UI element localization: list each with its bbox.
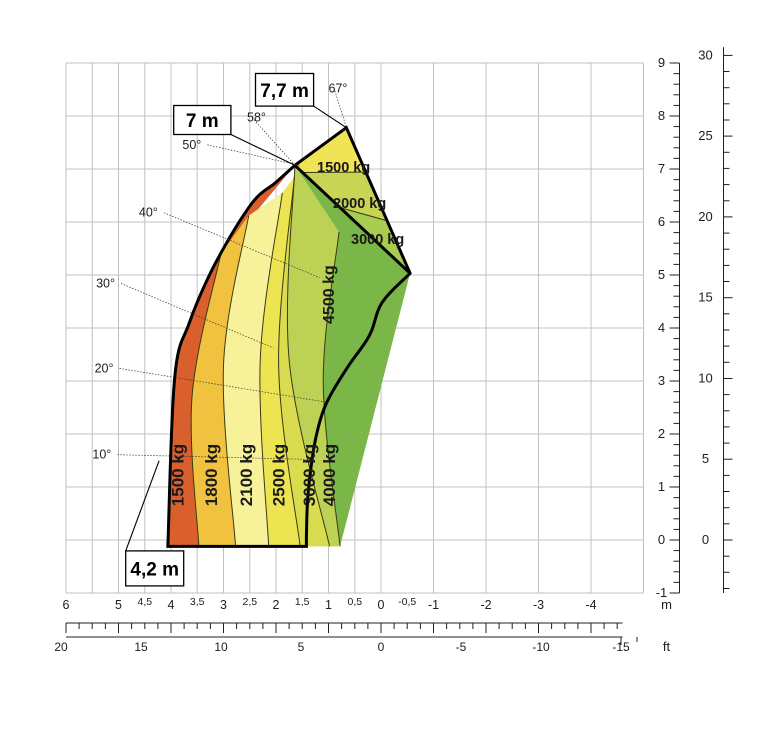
svg-text:7: 7 — [658, 161, 665, 176]
svg-text:4: 4 — [658, 320, 665, 335]
svg-text:2: 2 — [273, 598, 280, 612]
svg-text:1,5: 1,5 — [295, 596, 310, 608]
svg-text:3000 kg: 3000 kg — [351, 232, 404, 248]
svg-text:20: 20 — [54, 640, 68, 654]
svg-text:5: 5 — [658, 267, 665, 282]
svg-text:0: 0 — [658, 532, 665, 547]
svg-text:-0,5: -0,5 — [398, 596, 416, 608]
svg-text:0: 0 — [702, 532, 709, 547]
svg-text:4,2 m: 4,2 m — [130, 559, 179, 580]
svg-text:5: 5 — [115, 598, 122, 612]
svg-text:3,5: 3,5 — [190, 596, 205, 608]
svg-text:1500 kg: 1500 kg — [168, 444, 187, 506]
svg-text:5: 5 — [298, 640, 305, 654]
svg-text:30: 30 — [698, 47, 712, 62]
svg-text:40°: 40° — [139, 206, 158, 220]
svg-text:25: 25 — [698, 128, 712, 143]
svg-text:3: 3 — [658, 373, 665, 388]
svg-text:2100 kg: 2100 kg — [237, 444, 256, 506]
svg-text:-10: -10 — [532, 640, 550, 654]
svg-text:4,5: 4,5 — [137, 596, 152, 608]
svg-text:-3: -3 — [533, 598, 544, 612]
svg-text:3000 kg: 3000 kg — [300, 444, 319, 506]
svg-text:1800 kg: 1800 kg — [202, 444, 221, 506]
svg-text:-2: -2 — [480, 598, 491, 612]
svg-text:2: 2 — [658, 426, 665, 441]
svg-text:15: 15 — [134, 640, 148, 654]
svg-text:1: 1 — [658, 479, 665, 494]
svg-text:4: 4 — [168, 598, 175, 612]
svg-text:2500 kg: 2500 kg — [269, 444, 288, 506]
svg-text:0: 0 — [378, 598, 385, 612]
svg-text:-1: -1 — [428, 598, 439, 612]
svg-text:20: 20 — [698, 209, 712, 224]
svg-text:-4: -4 — [585, 598, 596, 612]
svg-text:8: 8 — [658, 108, 665, 123]
svg-text:10: 10 — [698, 371, 712, 386]
svg-text:1500 kg: 1500 kg — [317, 160, 370, 176]
svg-text:4000 kg: 4000 kg — [320, 444, 339, 506]
svg-text:6: 6 — [658, 214, 665, 229]
svg-text:4500 kg: 4500 kg — [321, 265, 338, 324]
svg-text:7 m: 7 m — [186, 111, 219, 132]
svg-text:5: 5 — [702, 451, 709, 466]
svg-text:50°: 50° — [182, 138, 201, 152]
svg-text:ft: ft — [663, 639, 671, 654]
svg-text:6: 6 — [63, 598, 70, 612]
svg-text:30°: 30° — [96, 277, 115, 291]
svg-text:1: 1 — [325, 598, 332, 612]
svg-text:0: 0 — [378, 640, 385, 654]
svg-text:20°: 20° — [95, 361, 114, 375]
svg-text:67°: 67° — [329, 82, 348, 96]
svg-text:-1: -1 — [656, 585, 668, 600]
svg-text:0,5: 0,5 — [347, 596, 362, 608]
svg-text:15: 15 — [698, 290, 712, 305]
svg-text:7,7 m: 7,7 m — [260, 81, 309, 102]
svg-text:10°: 10° — [92, 448, 111, 462]
svg-text:2,5: 2,5 — [242, 596, 257, 608]
svg-text:2000 kg: 2000 kg — [333, 196, 386, 212]
svg-text:-5: -5 — [456, 640, 467, 654]
svg-text:10: 10 — [214, 640, 228, 654]
svg-text:3: 3 — [220, 598, 227, 612]
svg-text:9: 9 — [658, 55, 665, 70]
